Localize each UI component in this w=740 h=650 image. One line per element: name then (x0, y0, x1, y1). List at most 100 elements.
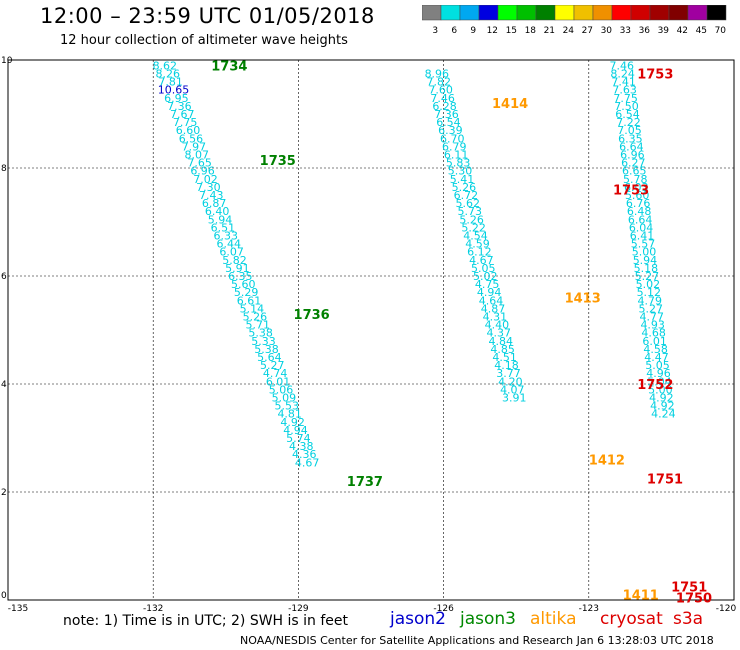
wave-height-label: 4.92 (650, 400, 675, 413)
legend-sat-s3a: s3a (673, 609, 704, 629)
x-tick-label: -123 (579, 604, 599, 614)
wave-height-label: 8.07 (185, 149, 210, 162)
wave-height-label: 6.12 (467, 246, 492, 259)
wave-height-label: 6.44 (216, 238, 241, 251)
wave-height-label: 5.73 (457, 205, 482, 218)
track-time-label: 1751 (647, 473, 683, 488)
wave-height-label: 7.46 (609, 59, 634, 72)
wave-height-label: 6.11 (444, 149, 469, 162)
wave-height-label: 5.02 (636, 278, 661, 291)
plot-frame (7, 59, 735, 601)
track-time-label: 1737 (347, 475, 383, 490)
wave-height-label: 5.00 (648, 383, 673, 396)
wave-height-label: 7.97 (182, 140, 207, 153)
wave-height-label: 5.94 (208, 213, 233, 226)
track-time-label: 1412 (589, 454, 625, 469)
wave-height-label: 6.03 (624, 181, 649, 194)
wave-height-label: 4.58 (643, 343, 668, 356)
wave-height-label: 8.24 (610, 68, 635, 81)
wave-height-label: 7.36 (434, 108, 459, 121)
wave-height-label: 4.96 (646, 367, 671, 380)
wave-height-label: 7.75 (173, 116, 198, 129)
footnote: note: 1) Time is in UTC; 2) SWH is in fe… (63, 613, 349, 629)
wave-height-label: 8.62 (153, 59, 178, 72)
wave-height-label: 5.38 (248, 327, 273, 340)
wave-height-label: 7.65 (187, 157, 212, 170)
wave-height-label: 5.12 (637, 286, 662, 299)
wave-height-label: 4.92 (280, 416, 305, 429)
y-tick-label: 8 (1, 164, 7, 174)
wave-height-label: 6.07 (219, 246, 244, 259)
color-scale-tick: 15 (506, 26, 517, 36)
wave-height-label: 7.36 (167, 100, 192, 113)
wave-height-label: 7.60 (428, 84, 453, 97)
wave-height-label: 4.67 (469, 254, 494, 267)
wave-height-label: 5.60 (231, 278, 256, 291)
color-scale-tick: 27 (582, 26, 593, 36)
track-time-label: 1411 (623, 589, 659, 604)
wave-height-label: 10.65 (158, 84, 190, 97)
color-scale-tick: 33 (620, 26, 631, 36)
wave-height-label: 5.14 (240, 302, 265, 315)
wave-height-label: 5.83 (446, 157, 471, 170)
wave-height-label: 6.56 (179, 132, 204, 145)
wave-height-label: 4.59 (465, 238, 490, 251)
wave-height-label: 4.81 (277, 408, 302, 421)
wave-height-label: 6.54 (615, 108, 640, 121)
wave-height-label: 7.75 (613, 92, 638, 105)
wave-height-label: 6.95 (164, 92, 189, 105)
wave-height-label: 6.64 (628, 213, 653, 226)
wave-height-label: 7.50 (614, 100, 639, 113)
wave-height-label: 5.26 (459, 213, 484, 226)
wave-height-label: 5.33 (251, 335, 276, 348)
wave-height-label: 5.82 (222, 254, 247, 267)
wave-height-label: 6.72 (454, 189, 479, 202)
y-tick-label: 2 (1, 488, 7, 498)
wave-height-label: 5.27 (635, 270, 660, 283)
x-tick-label: -120 (716, 604, 737, 614)
wave-height-label: 6.76 (626, 197, 651, 210)
wave-height-label: 7.82 (427, 76, 452, 89)
color-scale-tick: 12 (487, 26, 498, 36)
wave-height-label: 4.94 (477, 286, 502, 299)
legend-sat-jason2: jason2 (390, 609, 446, 629)
wave-height-label: 5.27 (639, 302, 664, 315)
color-scale-tick: 42 (677, 26, 688, 36)
wave-height-label: 5.22 (461, 221, 486, 234)
wave-height-label: 5.02 (473, 270, 498, 283)
wave-height-label: 7.43 (199, 189, 224, 202)
color-scale-tick: 24 (563, 26, 575, 36)
y-tick-label: 6 (1, 272, 7, 282)
credit-line: NOAA/NESDIS Center for Satellite Applica… (240, 634, 714, 647)
wave-height-label: 6.64 (619, 140, 644, 153)
wave-height-label: 5.38 (254, 343, 279, 356)
wave-height-label: 5.94 (633, 254, 658, 267)
legend-sat-altika: altika (530, 609, 577, 629)
wave-height-label: 4.36 (292, 448, 317, 461)
wave-height-label: 7.22 (616, 116, 641, 129)
wave-height-label: 4.07 (500, 383, 525, 396)
track-time-label: 1753 (637, 68, 673, 83)
x-tick-label: -132 (143, 604, 163, 614)
wave-height-label: 6.41 (630, 230, 655, 243)
wave-height-label: 4.87 (481, 302, 506, 315)
color-scale-tick: 6 (451, 26, 457, 36)
wave-height-label: 5.04 (647, 375, 672, 388)
wave-height-label: 5.26 (243, 311, 268, 324)
wave-height-label: 4.20 (498, 375, 523, 388)
wave-height-label: 6.65 (622, 165, 647, 178)
wave-height-label: 4.40 (485, 319, 510, 332)
wave-height-label: 5.74 (286, 432, 311, 445)
wave-height-label: 5.64 (257, 351, 282, 364)
color-scale-tick: 18 (525, 26, 537, 36)
wave-height-label: 5.06 (269, 383, 294, 396)
wave-height-label: 5.00 (632, 246, 657, 259)
wave-height-label: 7.46 (430, 92, 455, 105)
wave-height-label: 5.71 (245, 319, 270, 332)
wave-height-label: 5.05 (471, 262, 496, 275)
wave-height-label: 4.94 (283, 424, 308, 437)
wave-height-label: 6.48 (627, 205, 652, 218)
wave-height-label: 8.96 (425, 68, 450, 81)
wave-height-label: 6.35 (618, 132, 643, 145)
